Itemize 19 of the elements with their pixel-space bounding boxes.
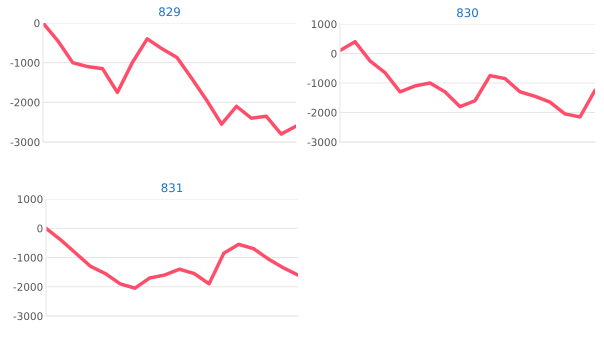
y-tick-label: -3000 [307, 138, 337, 146]
chart-title: 830 [457, 8, 478, 18]
y-tick-label: -2000 [307, 108, 337, 117]
y-tick-label: -3000 [13, 312, 43, 320]
chart-title: 829 [159, 7, 180, 16]
y-tick-label: 0 [37, 224, 43, 232]
line-series [340, 40, 595, 119]
line-series [46, 226, 298, 290]
y-tick-label: -2000 [13, 282, 43, 291]
y-tick-label: -3000 [10, 138, 40, 146]
y-tick-label: 1000 [312, 20, 337, 28]
y-tick-label: -2000 [10, 98, 40, 106]
chart-title: 831 [162, 183, 182, 192]
y-tick-label: -1000 [307, 79, 337, 88]
y-tick-label: 0 [34, 19, 40, 28]
y-tick-label: 1000 [18, 195, 43, 204]
y-tick-label: -1000 [13, 254, 43, 262]
y-tick-label: -1000 [10, 58, 40, 67]
y-tick-label: 0 [331, 50, 337, 58]
